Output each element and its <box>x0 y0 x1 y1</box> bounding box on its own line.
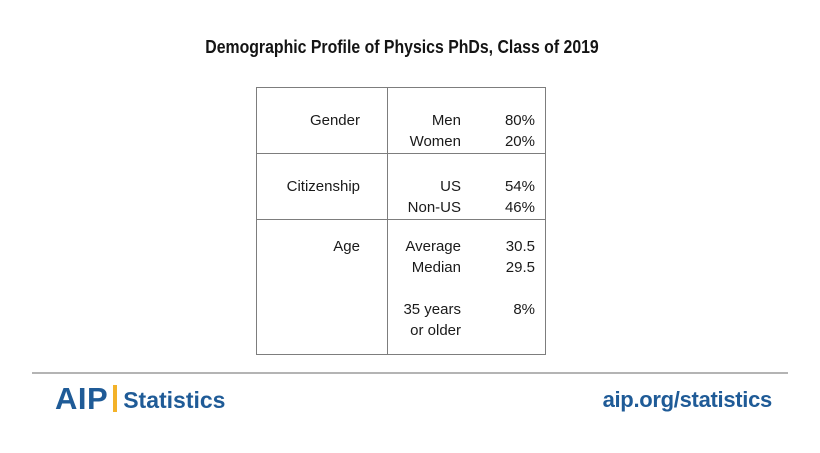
category-label-citizenship: Citizenship <box>257 154 388 219</box>
row-value: 54% <box>504 178 535 195</box>
row-value: 20% <box>504 133 535 150</box>
row-value <box>461 320 545 341</box>
row-label: Median <box>411 259 461 276</box>
row-value: 8% <box>513 301 535 318</box>
table-row: 35 years 8% <box>388 299 545 320</box>
row-value: 30.5 <box>505 238 535 255</box>
row-label: Average <box>405 238 461 255</box>
table-section-age: Age Average 30.5 Median 29.5 35 years 8% <box>257 219 545 354</box>
row-value: 80% <box>504 112 535 129</box>
figure-title: Demographic Profile of Physics PhDs, Cla… <box>205 37 599 57</box>
table-section-citizenship: Citizenship US 54% Non-US 46% <box>257 153 545 219</box>
aip-statistics-logo: AIP Statistics <box>55 381 226 416</box>
footer-link: aip.org/statistics <box>602 387 773 412</box>
data-cell-age: Average 30.5 Median 29.5 35 years 8% or … <box>388 220 545 354</box>
table-row: Median 29.5 <box>388 257 545 278</box>
row-label: Men <box>431 112 461 129</box>
footer-divider <box>32 372 788 374</box>
category-label-age: Age <box>257 220 388 354</box>
row-label: Non-US <box>407 199 461 216</box>
table-row-spacer <box>388 278 545 299</box>
table-row: or older <box>388 320 545 341</box>
row-value: 46% <box>504 199 535 216</box>
row-label: or older <box>410 322 461 339</box>
logo-statistics-text: Statistics <box>123 387 226 413</box>
row-label <box>388 278 461 299</box>
table-row: Women 20% <box>388 131 545 152</box>
table-row: Men 80% <box>388 110 545 131</box>
row-label: 35 years <box>403 301 461 318</box>
table-row: Average 30.5 <box>388 236 545 257</box>
category-label-gender: Gender <box>257 88 388 153</box>
row-label: Women <box>409 133 461 150</box>
data-cell-gender: Men 80% Women 20% <box>388 88 545 153</box>
logo-separator-bar <box>113 385 118 412</box>
row-value <box>461 278 545 299</box>
table-row: US 54% <box>388 176 545 197</box>
demographics-table: Gender Men 80% Women 20% Citizenship US … <box>256 87 546 355</box>
data-cell-citizenship: US 54% Non-US 46% <box>388 154 545 219</box>
table-section-gender: Gender Men 80% Women 20% <box>257 88 545 153</box>
row-value: 29.5 <box>505 259 535 276</box>
aip-logo-text: AIP <box>55 381 109 416</box>
row-label: US <box>440 178 461 195</box>
table-row: Non-US 46% <box>388 197 545 218</box>
